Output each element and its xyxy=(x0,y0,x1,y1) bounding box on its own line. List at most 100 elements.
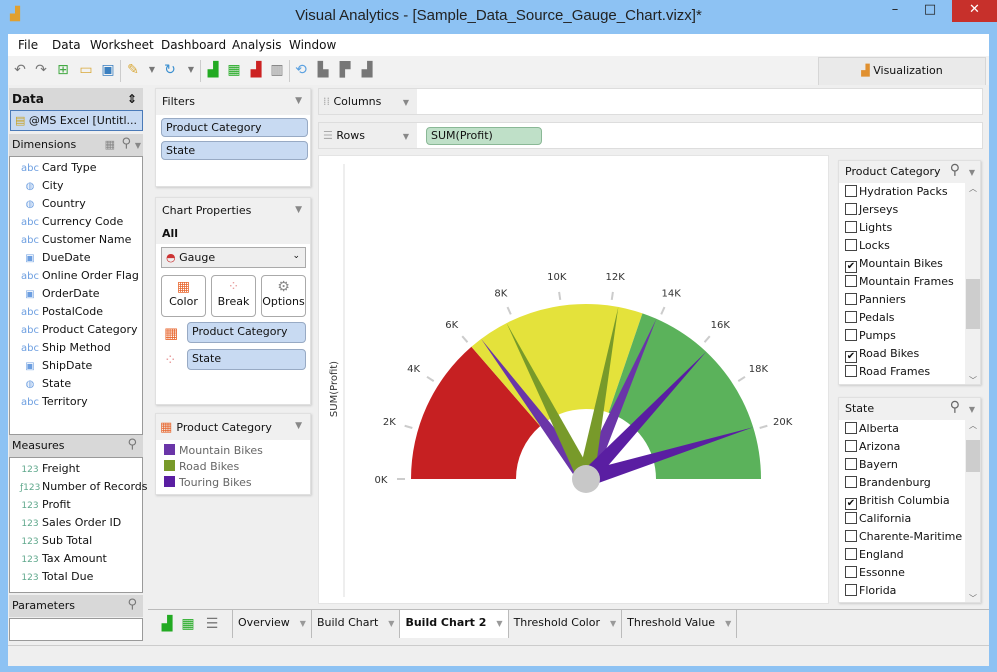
checkbox[interactable] xyxy=(845,566,857,578)
filter-option[interactable]: ✔ Mountain Bikes xyxy=(839,255,965,273)
sort-desc-icon[interactable]: ▛ xyxy=(339,62,351,78)
field-item[interactable]: 123 Total Due xyxy=(10,568,142,586)
checkbox[interactable] xyxy=(845,512,857,524)
dropdown-icon[interactable]: ▼ xyxy=(134,141,141,150)
field-item[interactable]: abc Currency Code xyxy=(10,213,142,231)
field-item[interactable]: ◍ State xyxy=(10,375,142,393)
tab-dropdown-icon[interactable]: ▼ xyxy=(610,619,617,628)
menu-dashboard[interactable]: Dashboard xyxy=(161,38,227,52)
break-button[interactable]: ⁘ Break xyxy=(211,275,256,317)
filter-option[interactable]: Pedals xyxy=(839,309,965,327)
chart-icon[interactable]: ▥ xyxy=(270,62,284,78)
minimize-button[interactable]: – xyxy=(891,2,899,17)
filter-option[interactable]: Jerseys xyxy=(839,201,965,219)
new-dashboard-icon[interactable]: ▦ xyxy=(227,62,241,78)
open-folder-icon[interactable]: ▭ xyxy=(79,62,93,78)
chart-type-select[interactable]: ◓ Gauge ⌄ xyxy=(161,247,306,268)
checkbox[interactable] xyxy=(845,329,857,341)
menu-worksheet[interactable]: Worksheet xyxy=(90,38,154,52)
menu-data[interactable]: Data xyxy=(52,38,81,52)
filter-option[interactable]: England xyxy=(839,546,965,564)
field-item[interactable]: abc Card Type xyxy=(10,159,142,177)
checkbox[interactable] xyxy=(845,275,857,287)
scroll-up-icon[interactable]: ︿ xyxy=(969,184,977,193)
filter-option[interactable]: Essonne xyxy=(839,564,965,582)
scrollbar-thumb[interactable] xyxy=(966,279,980,329)
filter-option[interactable]: Mountain Frames xyxy=(839,273,965,291)
redo-icon[interactable]: ↷ xyxy=(35,62,47,78)
scroll-down-icon[interactable]: ﹀ xyxy=(969,594,977,603)
filter-pill-state[interactable]: State xyxy=(161,141,308,160)
table-view-icon[interactable]: ▦ xyxy=(104,138,115,151)
filter-option[interactable]: Road Frames xyxy=(839,363,965,381)
checkbox[interactable] xyxy=(845,293,857,305)
sheet-tab[interactable]: Threshold Value ▼ xyxy=(622,610,738,638)
checkbox[interactable]: ✔ xyxy=(845,498,857,510)
product-filter-scrollbar[interactable]: ︿ ﹀ xyxy=(965,183,980,385)
field-item[interactable]: 123 Sub Total xyxy=(10,532,142,550)
filter-option[interactable]: California xyxy=(839,510,965,528)
checkbox[interactable] xyxy=(845,548,857,560)
tab-dropdown-icon[interactable]: ▼ xyxy=(299,619,306,628)
checkbox[interactable] xyxy=(845,422,857,434)
legend-item[interactable]: Mountain Bikes xyxy=(164,444,302,460)
sheet-tab[interactable]: Build Chart 2 ▼ xyxy=(400,610,509,638)
menu-analysis[interactable]: Analysis xyxy=(232,38,282,52)
sort-asc-icon[interactable]: ▙ xyxy=(317,62,329,78)
checkbox[interactable] xyxy=(845,239,857,251)
scrollbar-thumb[interactable] xyxy=(966,440,980,472)
checkbox[interactable] xyxy=(845,203,857,215)
options-button[interactable]: ⚙ Options xyxy=(261,275,306,317)
sheet-list-icon[interactable]: ☰ xyxy=(205,616,219,632)
fit-icon[interactable]: ▟ xyxy=(361,62,373,78)
rows-shelf[interactable]: ☰ Rows ▼ SUM(Profit) xyxy=(318,122,983,149)
break-field-pill[interactable]: State xyxy=(187,349,306,370)
visualization-tab[interactable]: ▟ Visualization xyxy=(818,57,986,85)
maximize-button[interactable]: □ xyxy=(923,2,937,17)
search-icon[interactable]: ⚲ xyxy=(127,597,137,612)
sheet-tab[interactable]: Threshold Color ▼ xyxy=(509,610,623,638)
search-icon[interactable]: ⚲ xyxy=(949,162,960,178)
filter-option[interactable]: Lights xyxy=(839,219,965,237)
checkbox[interactable] xyxy=(845,221,857,233)
scroll-down-icon[interactable]: ﹀ xyxy=(969,376,977,385)
undo-icon[interactable]: ↶ xyxy=(14,62,26,78)
rows-pill-sum-profit[interactable]: SUM(Profit) xyxy=(426,127,542,145)
dropdown-icon[interactable]: ▼ xyxy=(968,168,975,177)
checkbox[interactable] xyxy=(845,311,857,323)
new-dashboard-icon[interactable]: ▦ xyxy=(181,616,195,632)
checkbox[interactable] xyxy=(845,458,857,470)
checkbox[interactable] xyxy=(845,365,857,377)
field-item[interactable]: ◍ City xyxy=(10,177,142,195)
dropdown-icon[interactable]: ▼ xyxy=(968,405,975,414)
filter-option[interactable]: Alberta xyxy=(839,420,965,438)
dropdown-icon[interactable]: ▼ xyxy=(402,98,409,107)
filter-pill-product-category[interactable]: Product Category xyxy=(161,118,308,137)
search-icon[interactable]: ⚲ xyxy=(949,399,960,415)
checkbox[interactable]: ✔ xyxy=(845,351,857,363)
field-item[interactable]: 123 Tax Amount xyxy=(10,550,142,568)
field-item[interactable]: ▣ DueDate xyxy=(10,249,142,267)
filter-option[interactable]: Florida xyxy=(839,582,965,600)
dropdown-icon[interactable]: ▼ xyxy=(295,205,302,215)
menu-window[interactable]: Window xyxy=(289,38,337,52)
tab-dropdown-icon[interactable]: ▼ xyxy=(725,619,732,628)
filter-option[interactable]: Bayern xyxy=(839,456,965,474)
field-item[interactable]: abc PostalCode xyxy=(10,303,142,321)
tab-dropdown-icon[interactable]: ▼ xyxy=(388,619,395,628)
state-filter-scrollbar[interactable]: ︿ ﹀ xyxy=(965,420,980,603)
filter-option[interactable]: Brandenburg xyxy=(839,474,965,492)
field-item[interactable]: 123 Freight xyxy=(10,460,142,478)
filter-option[interactable]: ✔ British Columbia xyxy=(839,492,965,510)
field-item[interactable]: abc Customer Name xyxy=(10,231,142,249)
scroll-up-icon[interactable]: ︿ xyxy=(969,421,977,430)
field-item[interactable]: ▣ ShipDate xyxy=(10,357,142,375)
checkbox[interactable] xyxy=(845,440,857,452)
data-source-item[interactable]: ▤ @MS Excel [Untitl... xyxy=(10,110,143,131)
legend-item[interactable]: Road Bikes xyxy=(164,460,302,476)
field-item[interactable]: ▣ OrderDate xyxy=(10,285,142,303)
checkbox[interactable]: ✔ xyxy=(845,261,857,273)
dropdown-icon[interactable]: ▼ xyxy=(295,96,302,106)
filter-option[interactable]: Panniers xyxy=(839,291,965,309)
filter-option[interactable]: Locks xyxy=(839,237,965,255)
